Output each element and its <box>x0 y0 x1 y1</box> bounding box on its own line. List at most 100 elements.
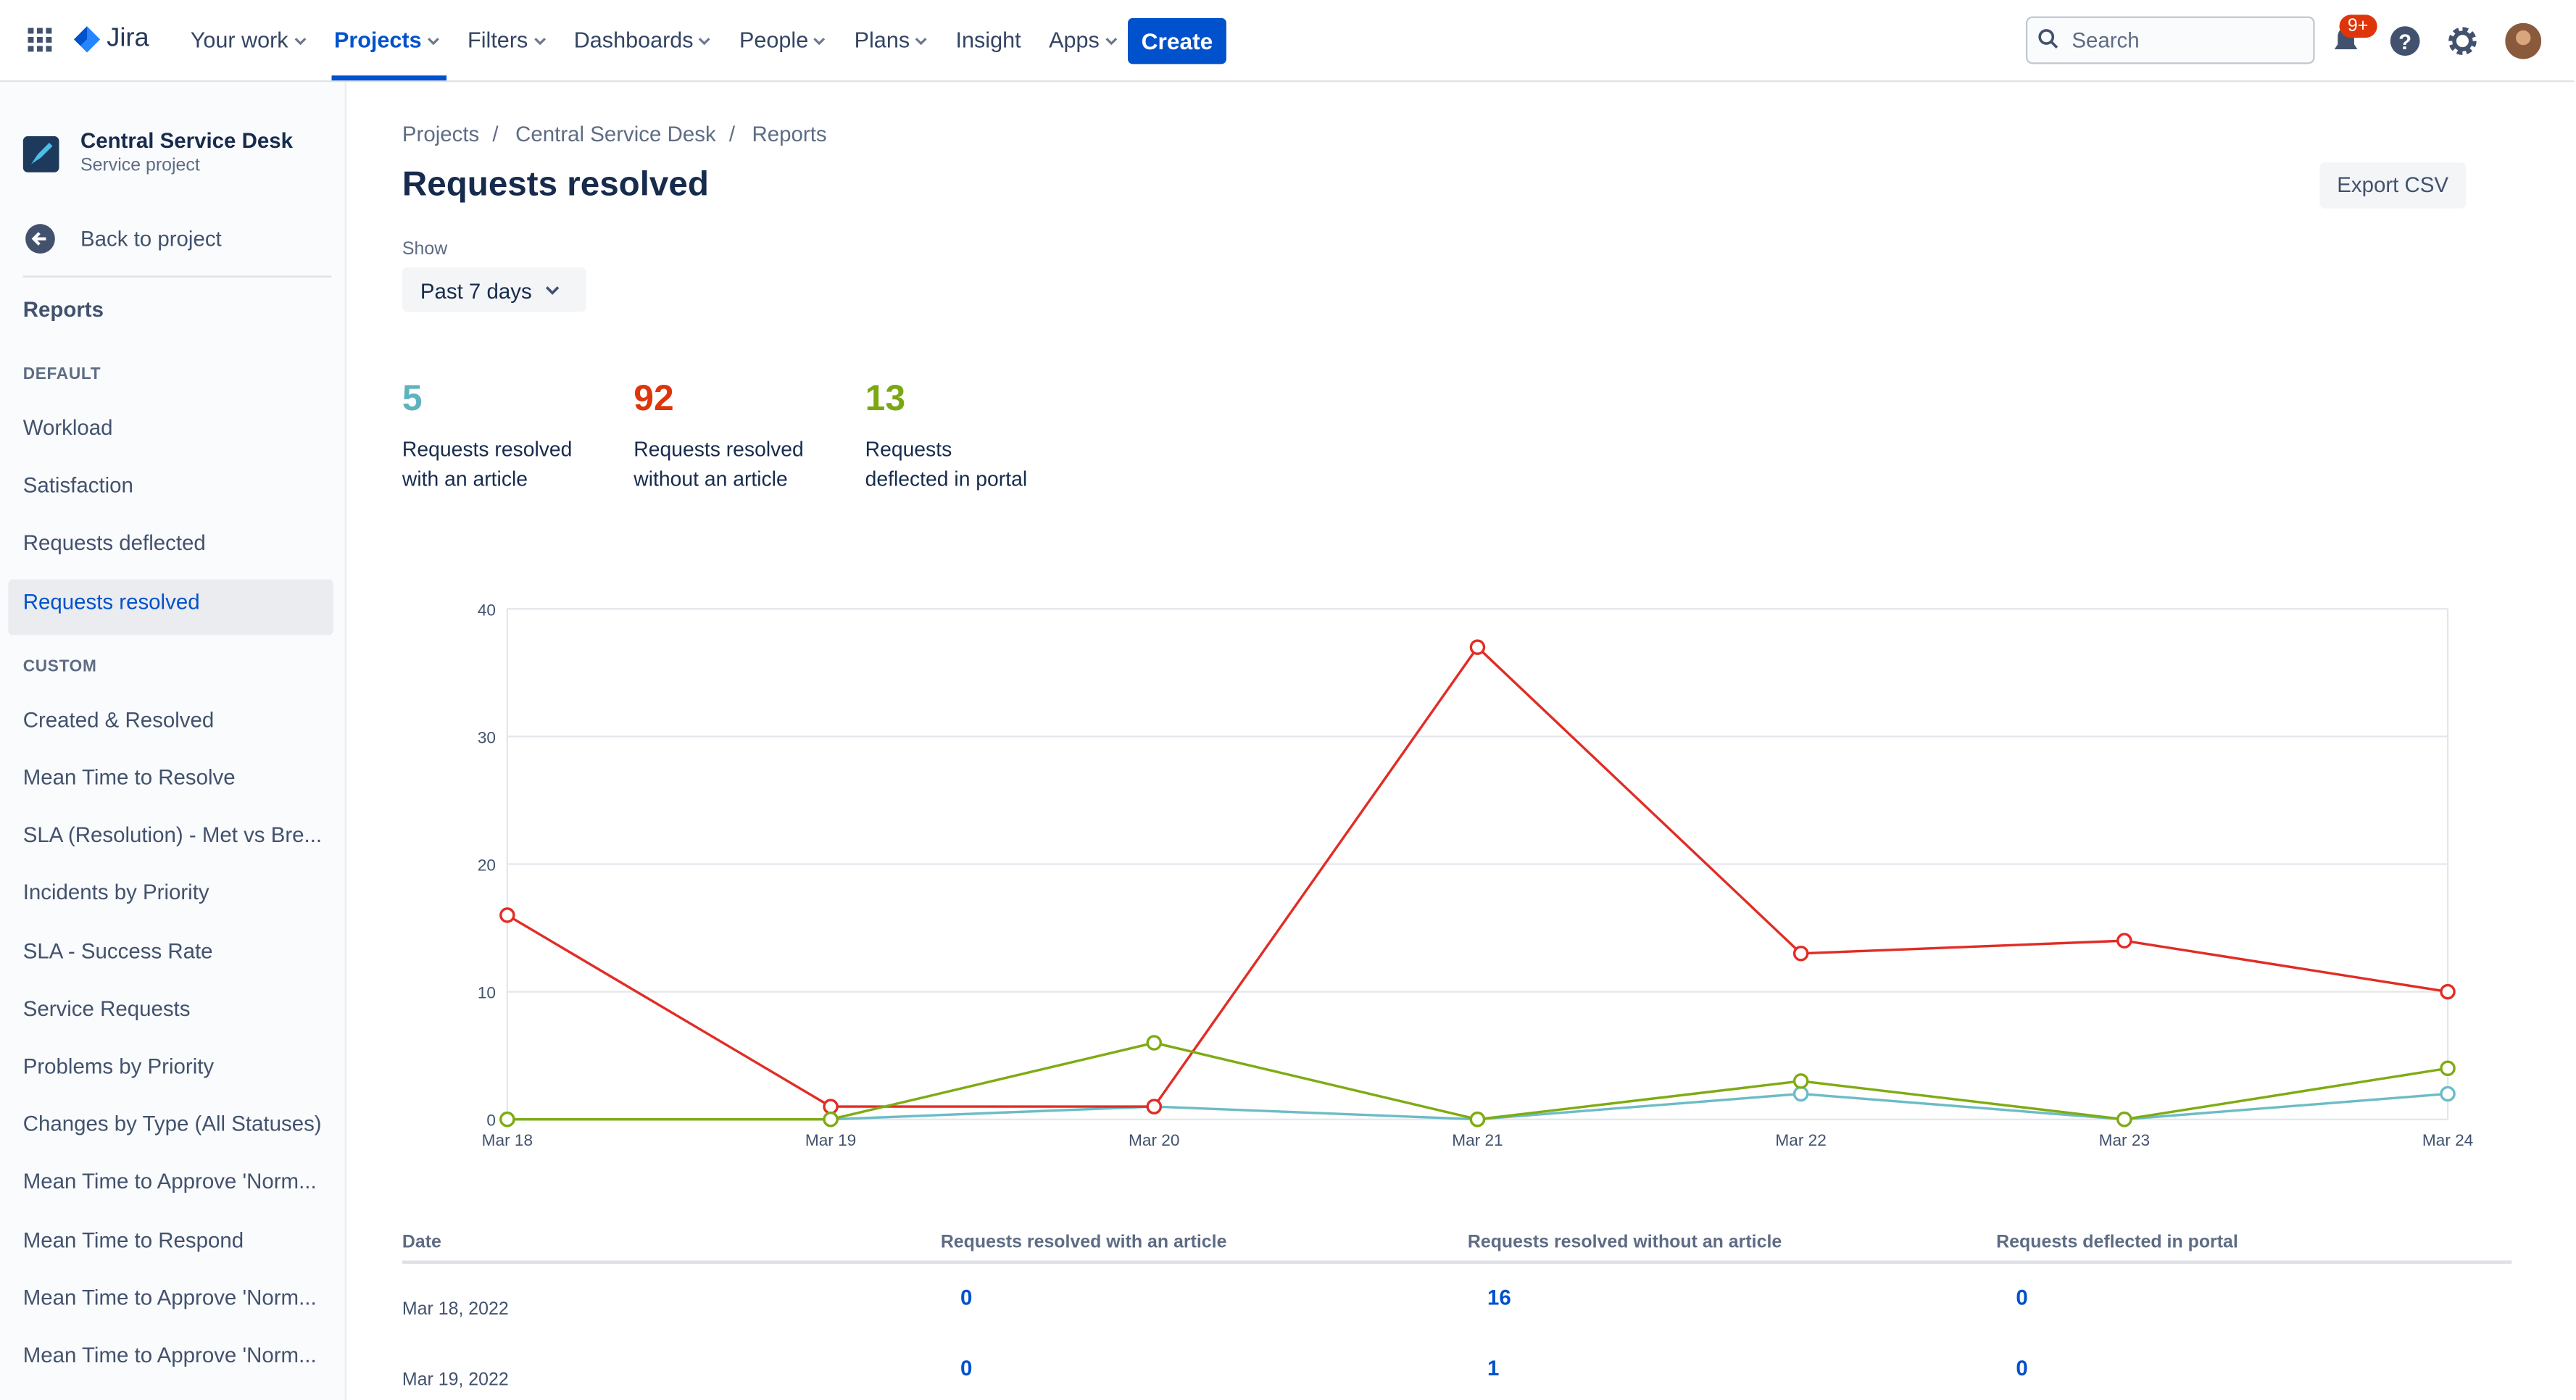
cell-value[interactable]: 1 <box>1487 1355 1500 1380</box>
chevron <box>427 38 439 46</box>
sidebar-item[interactable]: SLA - Success Rate <box>22 938 213 963</box>
point <box>1792 946 1809 962</box>
x-tick-label: Mar 18 <box>482 1131 533 1149</box>
cell-value[interactable]: 16 <box>1487 1285 1511 1310</box>
sidebar-item[interactable]: Mean Time to Approve 'Norm... <box>22 1342 317 1367</box>
sidebar <box>0 82 346 1400</box>
nav-item[interactable]: People <box>739 28 809 53</box>
stat-label: Requests resolved <box>633 438 804 462</box>
stat-label: without an article <box>633 467 788 491</box>
product-name[interactable]: Jira <box>107 24 149 53</box>
page-title: Requests resolved <box>402 165 709 204</box>
export-button[interactable]: Export CSV <box>2319 162 2466 209</box>
point <box>1469 1111 1486 1128</box>
stat-label: with an article <box>402 467 528 491</box>
series-line <box>507 645 2448 1108</box>
nav-item[interactable]: Filters <box>468 28 528 53</box>
x-tick-label: Mar 19 <box>805 1131 856 1149</box>
point <box>1792 1086 1809 1102</box>
back-link[interactable]: Back to project <box>80 226 222 251</box>
show-label: Show <box>402 239 448 259</box>
project-type: Service project <box>80 156 200 176</box>
cell-value[interactable]: 0 <box>960 1355 973 1380</box>
separator: / <box>728 121 736 146</box>
app-switcher[interactable] <box>28 28 53 53</box>
sidebar-item[interactable]: Changes by Type (All Statuses) <box>22 1111 322 1136</box>
chevron <box>915 38 927 46</box>
nav-item[interactable]: Dashboards <box>573 28 694 53</box>
nav-item[interactable]: Your work <box>190 28 288 53</box>
point <box>499 1111 515 1128</box>
stat-label: deflected in portal <box>865 467 1028 491</box>
create-button[interactable]: Create <box>1128 17 1226 64</box>
sidebar-item[interactable]: Mean Time to Respond <box>22 1227 244 1252</box>
x-tick-label: Mar 23 <box>2099 1131 2150 1149</box>
y-tick-label: 40 <box>478 601 496 619</box>
jira-logo[interactable] <box>72 25 102 54</box>
point <box>2116 1111 2132 1128</box>
header-rule <box>402 1260 2512 1264</box>
section-title: CUSTOM <box>22 657 97 676</box>
settings[interactable] <box>2446 25 2479 57</box>
cell-value[interactable]: 0 <box>2016 1285 2028 1310</box>
sidebar-item[interactable]: Satisfaction <box>22 472 133 498</box>
notification-badge: 9+ <box>2339 14 2377 38</box>
column-header: Requests resolved with an article <box>940 1232 1227 1253</box>
x-tick-label: Mar 21 <box>1452 1131 1503 1149</box>
point <box>2116 933 2132 949</box>
column-header: Requests resolved without an article <box>1467 1232 1782 1253</box>
point <box>1146 1035 1163 1051</box>
point <box>1146 1099 1163 1114</box>
section-title: DEFAULT <box>22 366 101 384</box>
sidebar-item[interactable]: Requests deflected <box>22 530 206 556</box>
y-tick-label: 10 <box>478 984 496 1002</box>
sidebar-item[interactable]: Requests resolved <box>22 588 200 614</box>
x-tick-label: Mar 20 <box>1129 1131 1179 1149</box>
sidebar-item[interactable]: Service Requests <box>22 996 191 1021</box>
column-header: Requests deflected in portal <box>1996 1232 2238 1253</box>
chevron <box>1105 38 1117 46</box>
cell-value[interactable]: 0 <box>960 1285 973 1310</box>
breadcrumb[interactable]: Projects <box>402 121 480 146</box>
sidebar-item[interactable]: Mean Time to Resolve <box>22 764 236 790</box>
cell-value[interactable]: 0 <box>2016 1355 2028 1380</box>
y-tick-label: 30 <box>478 728 496 746</box>
nav-item[interactable]: Plans <box>854 28 910 53</box>
point <box>499 907 515 923</box>
project-name[interactable]: Central Service Desk <box>80 128 293 153</box>
help[interactable]: ? <box>2389 25 2422 57</box>
search-box[interactable] <box>2025 16 2315 64</box>
chevron <box>294 38 306 46</box>
y-tick-label: 0 <box>486 1112 496 1130</box>
x-tick-label: Mar 22 <box>1775 1131 1826 1149</box>
sidebar-item[interactable]: Problems by Priority <box>22 1054 215 1079</box>
sidebar-item[interactable]: Incidents by Priority <box>22 880 209 905</box>
divider <box>22 275 332 278</box>
sidebar-item[interactable]: Mean Time to Approve 'Norm... <box>22 1284 317 1309</box>
breadcrumb[interactable]: Reports <box>752 121 827 146</box>
point <box>823 1111 839 1128</box>
series-line <box>507 1041 2448 1121</box>
back-icon <box>25 224 55 254</box>
point <box>1469 639 1486 655</box>
sidebar-item[interactable]: Created & Resolved <box>22 707 215 732</box>
stat-label: Requests resolved <box>402 438 573 462</box>
point <box>1792 1073 1809 1089</box>
period-value: Past 7 days <box>420 279 532 304</box>
sidebar-item[interactable]: SLA (Resolution) - Met vs Bre... <box>22 822 323 848</box>
nav-item[interactable]: Apps <box>1049 28 1100 53</box>
sidebar-item[interactable]: Workload <box>22 415 113 441</box>
chart: 0 10 20 30 40 Mar 18 Mar 19 Mar 20 Mar 21 Mar 22 M… <box>478 601 2473 1149</box>
stat-value: 5 <box>402 377 423 419</box>
stat-value: 92 <box>633 377 674 419</box>
sidebar-item[interactable]: Mean Time to Approve 'Norm... <box>22 1169 317 1194</box>
nav-item[interactable]: Insight <box>955 28 1021 53</box>
search-placeholder: Search <box>2072 28 2140 53</box>
selected-bg <box>8 578 333 635</box>
breadcrumb[interactable]: Central Service Desk <box>515 121 716 146</box>
project-icon <box>22 136 59 172</box>
avatar[interactable] <box>2505 22 2542 59</box>
nav-item[interactable]: Projects <box>333 28 422 53</box>
point <box>2440 1086 2456 1102</box>
